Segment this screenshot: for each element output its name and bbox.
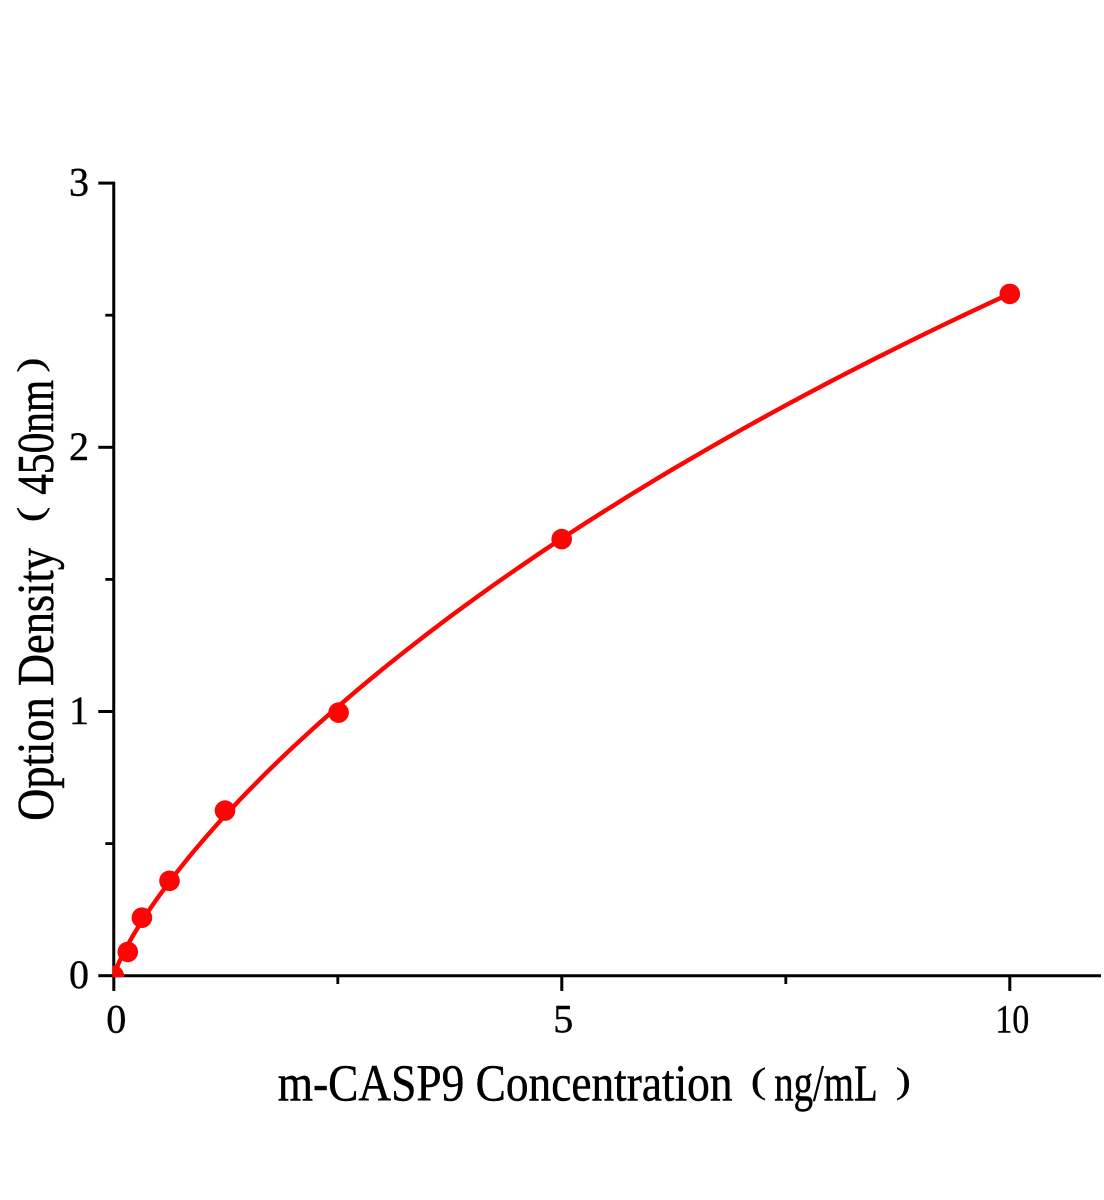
svg-text:0: 0 [106, 997, 126, 1042]
svg-text:2: 2 [69, 424, 89, 469]
svg-text:(: ( [11, 507, 51, 523]
svg-text:ng/mL: ng/mL [774, 1054, 877, 1112]
svg-text:1: 1 [69, 688, 89, 733]
svg-text:m-CASP9 Concentration: m-CASP9 Concentration [278, 1055, 733, 1113]
svg-text:3: 3 [69, 160, 89, 205]
svg-text:10: 10 [995, 998, 1029, 1042]
svg-text:Option Density: Option Density [8, 548, 65, 821]
svg-text:): ) [896, 1060, 911, 1101]
svg-text:450nm: 450nm [8, 380, 66, 495]
svg-text:(: ( [751, 1061, 767, 1101]
svg-text:5: 5 [553, 997, 573, 1042]
svg-text:): ) [9, 358, 50, 373]
svg-text:0: 0 [69, 952, 89, 997]
